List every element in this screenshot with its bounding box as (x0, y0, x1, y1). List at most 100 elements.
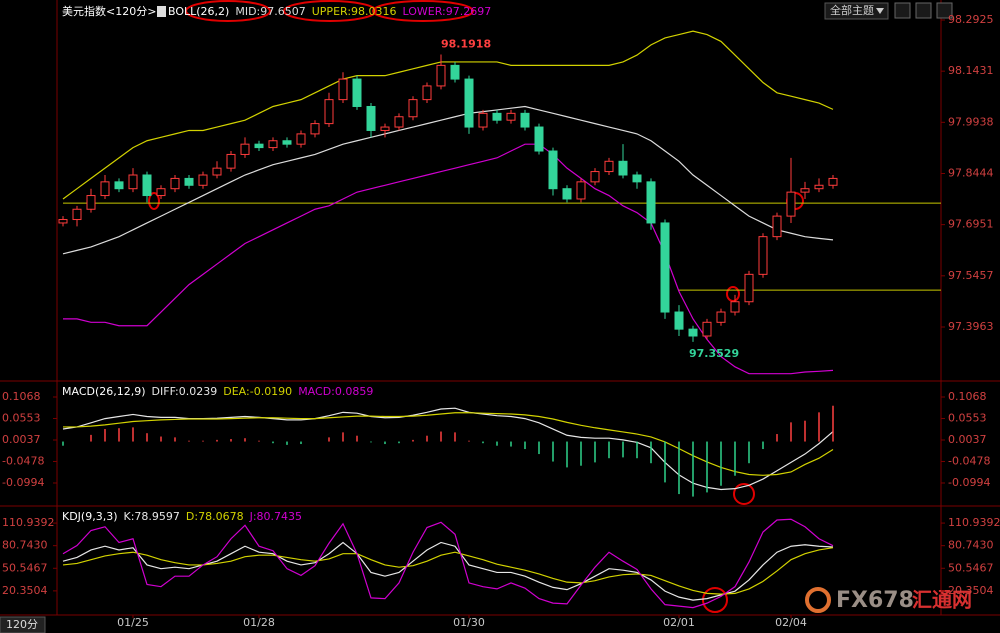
period-label[interactable]: 120分 (6, 618, 38, 631)
candle-body (72, 208, 82, 221)
candle-body (562, 188, 572, 200)
y-tick-label: 0.0037 (2, 433, 41, 446)
high-label: 98.1918 (441, 37, 491, 50)
y-tick-label: -0.0994 (2, 476, 44, 489)
y-tick-label: 0.0037 (948, 433, 987, 446)
y-tick-label: 0.1068 (2, 390, 41, 403)
y-tick-label: 110.9392 (948, 516, 1000, 529)
candle-body (604, 160, 614, 173)
grid-button[interactable] (894, 2, 911, 19)
candle-body (646, 181, 656, 224)
candle-body (548, 150, 558, 190)
series-line (62, 105, 834, 255)
candle-body (492, 112, 502, 121)
x-tick-label: 01/28 (243, 616, 275, 629)
dropdown-arrow (876, 8, 884, 14)
candle-body (240, 143, 250, 155)
x-tick-label: 01/30 (453, 616, 485, 629)
candle-body (744, 273, 754, 303)
indicator-header: BOLL(26,2) MID:97.6507 UPPER:98.0316 LOWER:… (168, 5, 491, 18)
y-tick-label: 50.5467 (2, 561, 48, 574)
highlight-circle (726, 286, 740, 302)
candle-body (408, 99, 418, 118)
y-tick-label: 50.5467 (948, 561, 994, 574)
low-label: 97.3529 (689, 347, 739, 360)
candle-body (632, 174, 642, 183)
theme-dropdown[interactable] (824, 2, 889, 20)
legend-entry: D:78.0678 (186, 510, 244, 523)
candle-body (506, 112, 516, 121)
panel-title: KDJ(9,3,3) (62, 510, 118, 523)
highlight-ellipse (185, 0, 271, 22)
candle-body (142, 174, 152, 197)
candle-body (534, 126, 544, 152)
close-button[interactable] (936, 2, 953, 19)
legend-entry: LOWER:97.2697 (403, 5, 492, 18)
y-tick-label: -0.0478 (2, 454, 44, 467)
y-tick-label: 97.8444 (948, 166, 994, 179)
candle-body (268, 140, 278, 149)
indicator-icon[interactable] (157, 6, 166, 17)
candle-body (338, 78, 348, 101)
candle-body (212, 167, 222, 176)
period-button[interactable] (0, 616, 46, 633)
watermark: FX678 汇通网 (805, 587, 972, 613)
panel-title: 美元指数<120分> (62, 4, 156, 18)
x-tick-label: 02/01 (663, 616, 695, 629)
panel-header: KDJ(9,3,3) K:78.9597 D:78.0678 J:80.7435 (62, 510, 302, 523)
candle-body (324, 99, 334, 125)
watermark-name: 汇通网 (912, 588, 972, 612)
highlight-ellipse (283, 0, 377, 22)
series-line (62, 30, 834, 200)
candle-body (156, 188, 166, 197)
candle-body (436, 64, 446, 87)
y-tick-label: 98.2925 (948, 13, 994, 26)
y-tick-label: 97.9938 (948, 115, 994, 128)
theme-label[interactable]: 全部主题 (830, 3, 874, 17)
candle-body (800, 188, 810, 193)
legend-entry: DEA:-0.0190 (223, 385, 292, 398)
legend-entry: DIFF:0.0239 (152, 385, 218, 398)
y-tick-label: 20.3504 (2, 584, 48, 597)
series-line (62, 518, 834, 609)
x-tick-label: 02/04 (775, 616, 807, 629)
candle-body (394, 116, 404, 128)
candle-body (170, 177, 180, 190)
highlight-ellipse (372, 0, 474, 22)
y-tick-label: 0.0553 (948, 411, 987, 424)
legend-entry: K:78.9597 (124, 510, 180, 523)
candle-body (814, 184, 824, 190)
candle-body (688, 328, 698, 337)
y-tick-label: -0.0994 (948, 476, 990, 489)
y-tick-label: 80.7430 (948, 539, 994, 552)
candle-body (226, 153, 236, 169)
y-tick-label: -0.0478 (948, 454, 990, 467)
candle-body (128, 174, 138, 190)
candle-body (58, 219, 68, 224)
candle-body (450, 64, 460, 80)
window-button[interactable] (915, 2, 932, 19)
candle-body (254, 143, 264, 149)
candle-body (114, 181, 124, 190)
legend-entry: J:80.7435 (249, 510, 302, 523)
candle-body (618, 160, 628, 176)
series-line (63, 412, 834, 476)
candle-body (282, 140, 292, 145)
panel-header: 美元指数<120分> (62, 4, 156, 18)
legend-entry: MACD:0.0859 (298, 385, 373, 398)
highlight-circle (733, 483, 755, 505)
candle-body (702, 321, 712, 337)
candle-body (660, 222, 670, 313)
panel-title: MACD(26,12,9) (62, 385, 146, 398)
y-tick-label: 97.6951 (948, 218, 994, 231)
candle-body (772, 215, 782, 238)
watermark-logo (805, 587, 831, 613)
candle-body (366, 105, 376, 131)
candle-body (828, 177, 838, 186)
highlight-circle (148, 192, 160, 210)
y-tick-label: 0.1068 (948, 390, 987, 403)
candle-body (380, 126, 390, 131)
watermark-brand: FX678 (836, 588, 914, 613)
